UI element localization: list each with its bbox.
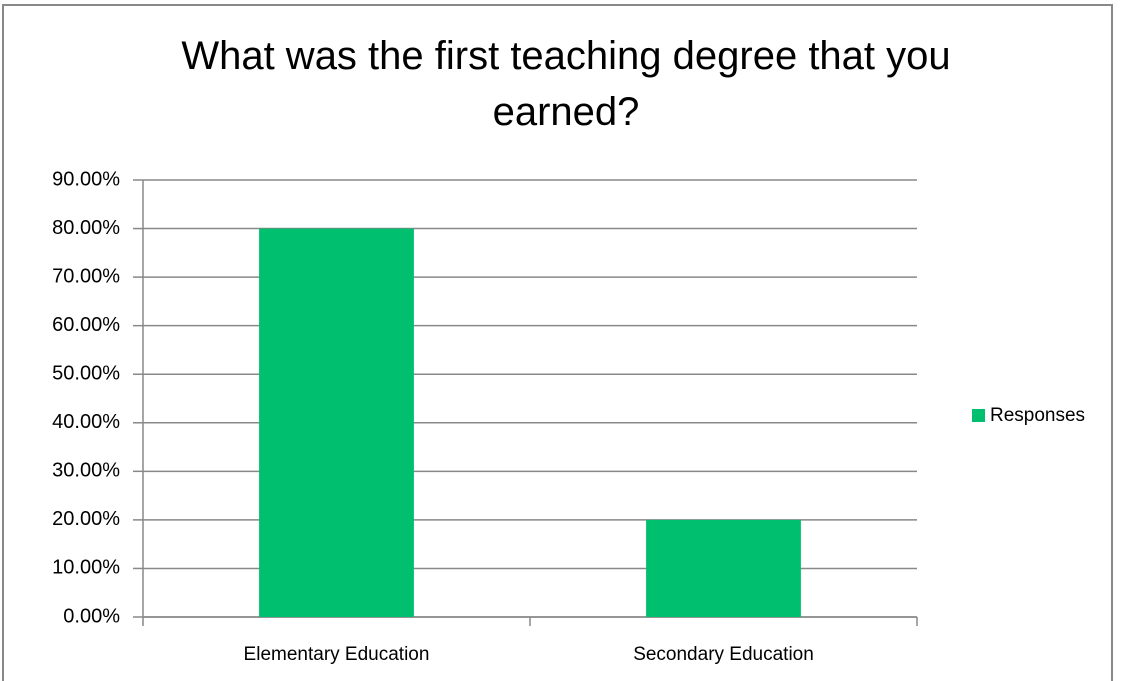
y-tick-label: 60.00% xyxy=(52,314,120,336)
legend-swatch xyxy=(972,409,985,422)
y-tick-label: 30.00% xyxy=(52,460,120,482)
chart-title: What was the first teaching degree that … xyxy=(181,34,951,134)
bar xyxy=(259,228,414,618)
legend-label: Responses xyxy=(990,405,1085,426)
chart-border xyxy=(2,4,1113,681)
y-tick-label: 50.00% xyxy=(52,363,120,385)
y-tick-label: 10.00% xyxy=(52,557,120,579)
y-tick-label: 0.00% xyxy=(63,605,120,627)
x-tick-label: Elementary Education xyxy=(244,644,430,665)
bar xyxy=(646,519,801,617)
y-tick-label: 20.00% xyxy=(52,508,120,530)
x-tick-label: Secondary Education xyxy=(633,644,814,665)
y-tick-label: 90.00% xyxy=(52,168,120,190)
y-tick-label: 70.00% xyxy=(52,265,120,287)
y-tick-label: 40.00% xyxy=(52,411,120,433)
y-tick-label: 80.00% xyxy=(52,217,120,239)
